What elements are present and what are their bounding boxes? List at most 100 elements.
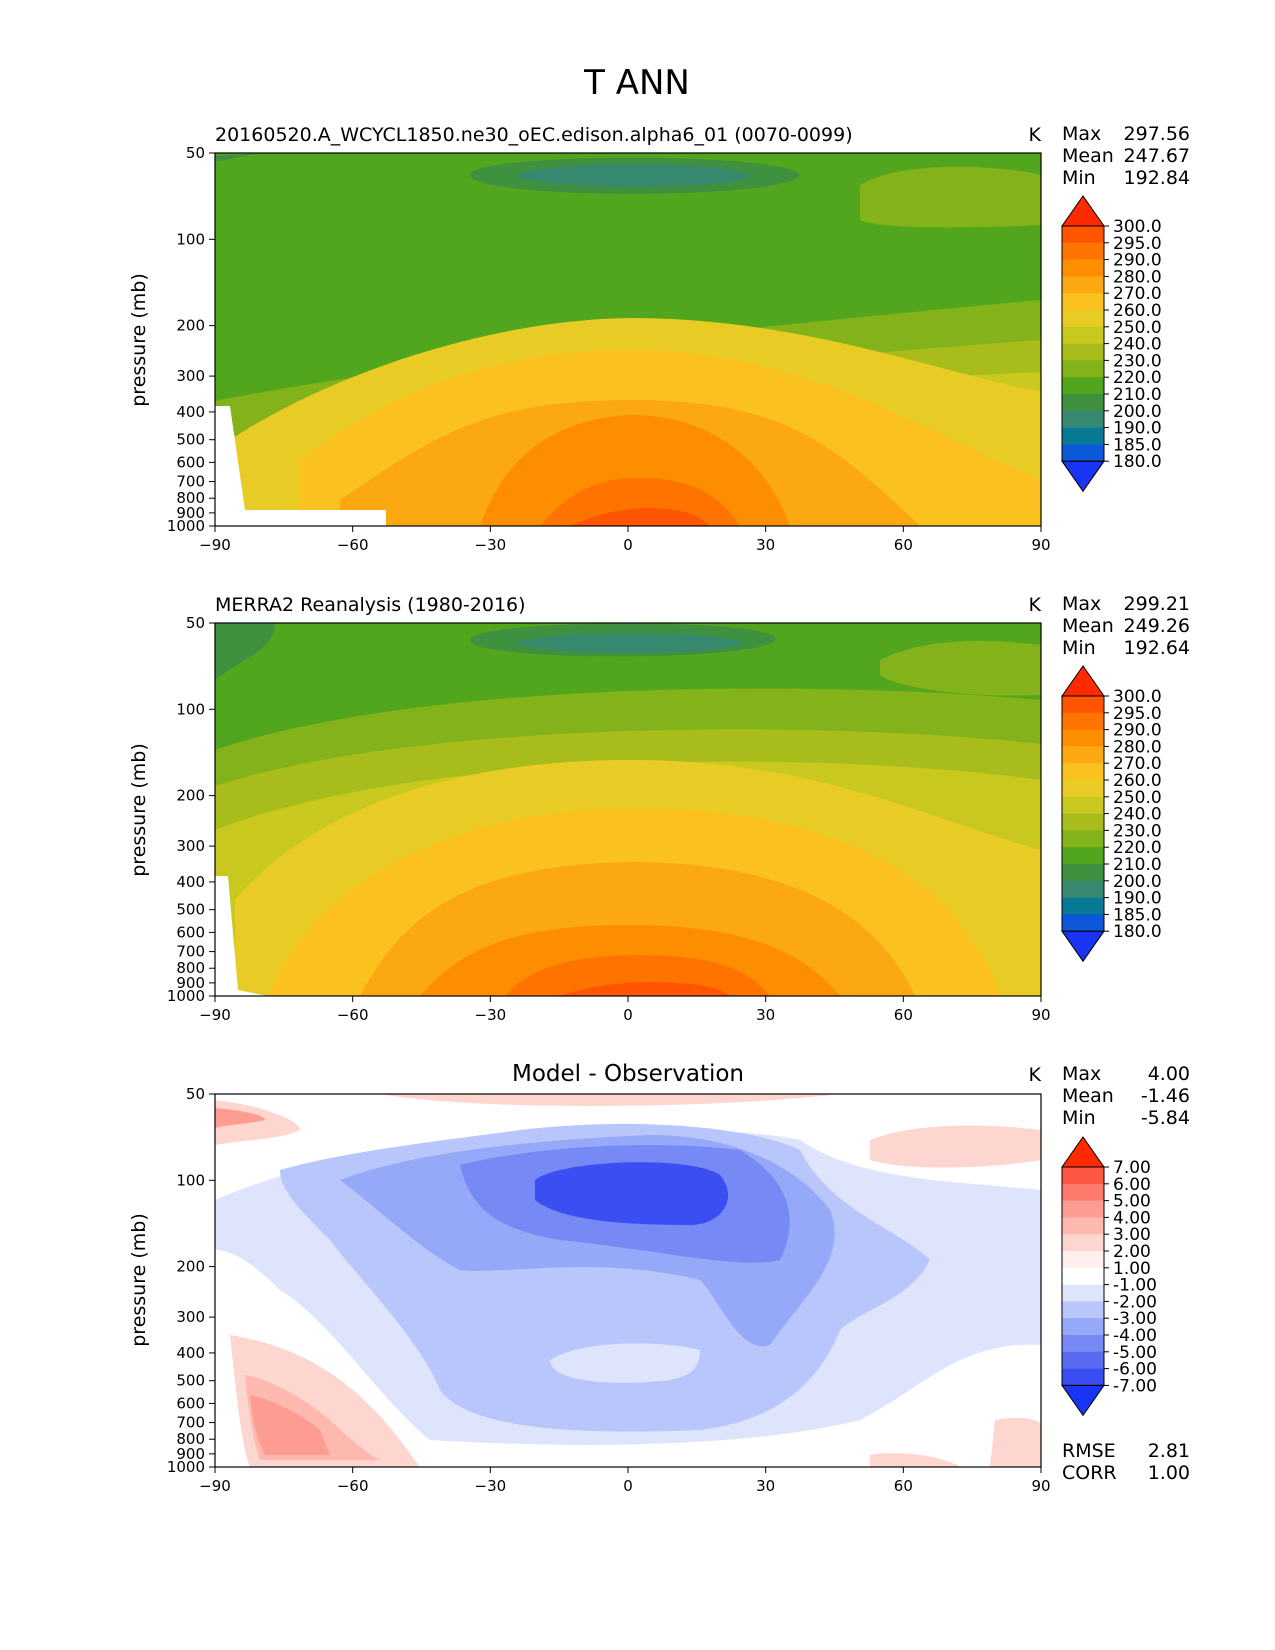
colorbar-label: 4.00 [1113, 1208, 1151, 1228]
stat-label: Max [1062, 1063, 1101, 1085]
y-tick-label: 200 [176, 1258, 205, 1276]
stat-label: Min [1062, 167, 1096, 189]
colorbar-segment [1062, 1351, 1104, 1369]
colorbar-segment [1062, 360, 1104, 378]
y-tick-label: 900 [176, 504, 205, 522]
stat-label: Min [1062, 637, 1096, 659]
colorbar-label: 295.0 [1113, 704, 1162, 724]
colorbar-label: 270.0 [1113, 284, 1162, 304]
colorbar-label: -1.00 [1113, 1276, 1157, 1296]
y-tick-label: 300 [176, 837, 205, 855]
x-tick-label: 0 [623, 1006, 633, 1024]
x-tick-label: −60 [337, 1477, 369, 1495]
colorbar-segment [1062, 780, 1104, 798]
colorbar-label: 240.0 [1113, 805, 1162, 825]
contour-fill-model [215, 153, 1041, 526]
x-tick-label: 30 [756, 1006, 775, 1024]
colorbar-segment [1062, 1301, 1104, 1319]
panel-model: 20160520.A_WCYCL1850.ne30_oEC.edison.alp… [128, 123, 1190, 554]
y-tick-label: 500 [176, 901, 205, 919]
colorbar-segment [1062, 696, 1104, 714]
colorbar-label: 180.0 [1113, 452, 1162, 472]
colorbar-segment [1062, 1200, 1104, 1218]
stat-value: 2.81 [1148, 1440, 1190, 1462]
stat-label: RMSE [1062, 1440, 1116, 1462]
stat-value: 299.21 [1124, 593, 1190, 615]
colorbar-segment [1062, 847, 1104, 865]
colorbar-label: 280.0 [1113, 267, 1162, 287]
colorbar-segment [1062, 914, 1104, 932]
figure-title: T ANN [583, 63, 690, 103]
stat-label: CORR [1062, 1462, 1117, 1484]
colorbar-label: -6.00 [1113, 1360, 1157, 1380]
y-tick-label: 500 [176, 431, 205, 449]
y-tick-label: 800 [176, 1430, 205, 1448]
y-tick-label: 600 [176, 1394, 205, 1412]
colorbar-extend-min [1061, 930, 1105, 963]
colorbar-label: 180.0 [1113, 922, 1162, 942]
y-tick-label: 100 [176, 700, 205, 718]
colorbar-segment [1062, 410, 1104, 428]
colorbar-label: -5.00 [1113, 1343, 1157, 1363]
y-tick-label: 600 [176, 453, 205, 471]
colorbar-segment [1062, 1167, 1104, 1185]
colorbar-segment [1062, 1183, 1104, 1201]
colorbar-label: 190.0 [1113, 889, 1162, 909]
colorbar-extend-max [1061, 1136, 1105, 1168]
colorbar-label: 7.00 [1113, 1158, 1151, 1178]
colorbar-segment [1062, 880, 1104, 898]
stat-label: Mean [1062, 1085, 1114, 1107]
stat-value: -5.84 [1141, 1107, 1190, 1129]
y-tick-label: 1000 [167, 987, 205, 1005]
colorbar-segment [1062, 310, 1104, 328]
stat-label: Min [1062, 1107, 1096, 1129]
colorbar-label: -2.00 [1113, 1292, 1157, 1312]
colorbar-label: 260.0 [1113, 301, 1162, 321]
x-tick-label: 90 [1031, 536, 1050, 554]
stat-label: Max [1062, 593, 1101, 615]
y-tick-label: 50 [186, 1085, 205, 1103]
x-tick-label: −30 [475, 1006, 507, 1024]
panel-title-reference: MERRA2 Reanalysis (1980-2016) [215, 594, 526, 616]
x-tick-label: 60 [894, 1477, 913, 1495]
colorbar-segment [1062, 276, 1104, 294]
colorbar-label: 210.0 [1113, 385, 1162, 405]
x-tick-label: 90 [1031, 1477, 1050, 1495]
colorbar-label: 2.00 [1113, 1242, 1151, 1262]
panel-title-model: 20160520.A_WCYCL1850.ne30_oEC.edison.alp… [215, 124, 853, 146]
y-axis-label-difference: pressure (mb) [128, 1213, 150, 1347]
stat-value: 247.67 [1124, 145, 1190, 167]
colorbar-label: -4.00 [1113, 1326, 1157, 1346]
stat-value: 1.00 [1148, 1462, 1190, 1484]
panel-reference: MERRA2 Reanalysis (1980-2016) K pressure… [128, 593, 1190, 1024]
colorbar-segment [1062, 796, 1104, 814]
colorbar-label: -7.00 [1113, 1376, 1157, 1396]
x-tick-label: 60 [894, 536, 913, 554]
colorbar-label: 290.0 [1113, 721, 1162, 741]
colorbar-label: 280.0 [1113, 737, 1162, 757]
colorbar-extend-max [1061, 665, 1105, 697]
y-tick-label: 100 [176, 230, 205, 248]
colorbar-segment [1062, 712, 1104, 730]
units-label-model: K [1029, 124, 1042, 146]
panel-difference: Model - Observation K pressure (mb) 50 10… [128, 1061, 1190, 1495]
x-tick-label: −90 [199, 1477, 231, 1495]
colorbar-label: 230.0 [1113, 821, 1162, 841]
colorbar-segment [1062, 259, 1104, 277]
colorbar-extend-min [1061, 460, 1105, 493]
colorbar-label: 190.0 [1113, 419, 1162, 439]
y-tick-label: 300 [176, 367, 205, 385]
colorbar-extend-min [1061, 1384, 1105, 1417]
colorbar-label: -3.00 [1113, 1309, 1157, 1329]
y-tick-label: 900 [176, 974, 205, 992]
colorbar-label: 250.0 [1113, 318, 1162, 338]
colorbar-segment [1062, 746, 1104, 764]
panel-title-difference: Model - Observation [512, 1061, 744, 1087]
colorbar-segment [1062, 1318, 1104, 1336]
x-tick-label: −30 [475, 536, 507, 554]
colorbar-segment [1062, 377, 1104, 395]
contour-fill-difference [215, 1094, 1041, 1467]
x-tick-label: 90 [1031, 1006, 1050, 1024]
colorbar-segment [1062, 242, 1104, 260]
y-tick-label: 1000 [167, 517, 205, 535]
